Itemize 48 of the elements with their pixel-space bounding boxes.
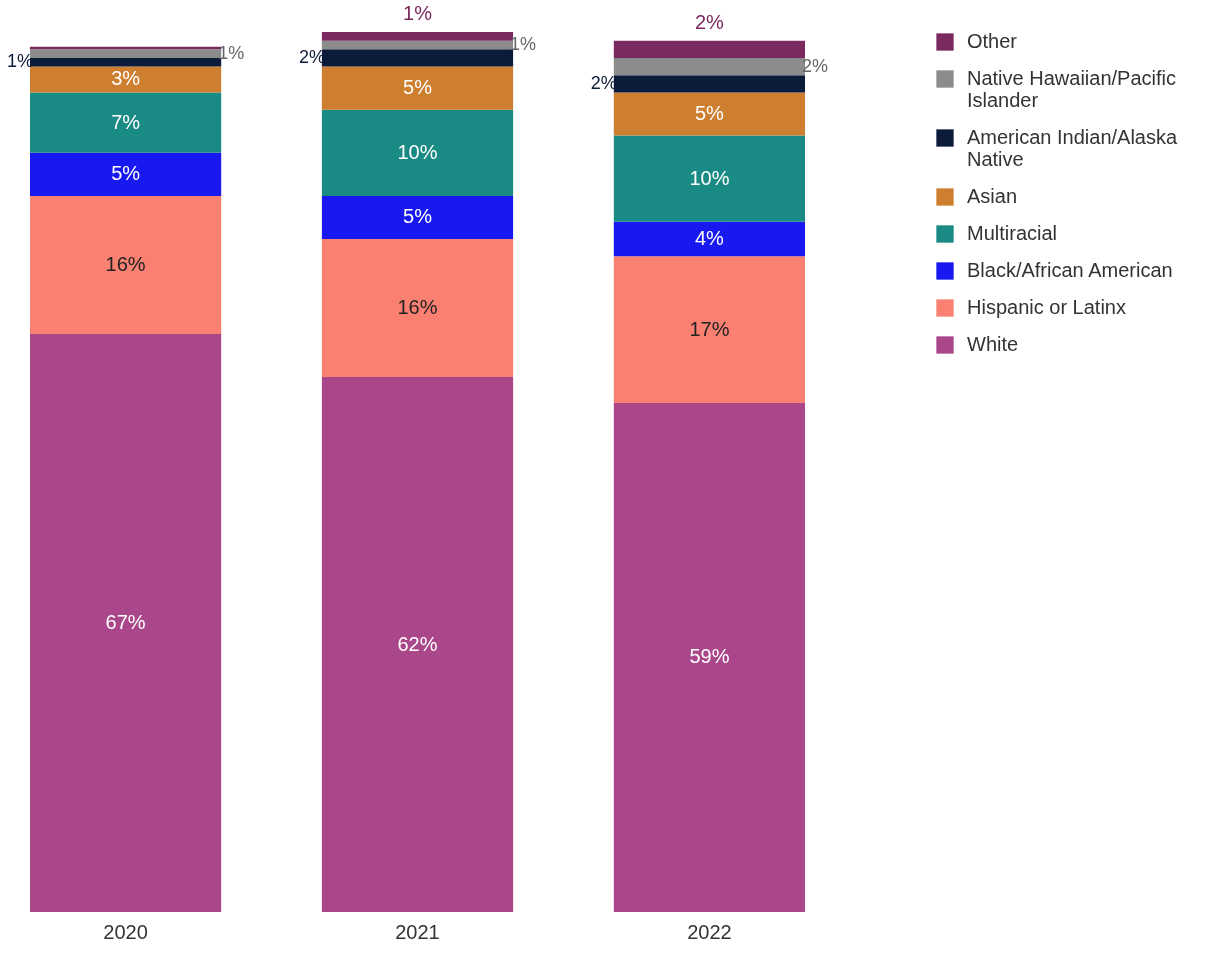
data-label: 16%: [105, 252, 146, 275]
x-tick-label: 2021: [395, 920, 440, 943]
data-label: 5%: [403, 205, 433, 228]
data-label: 16%: [397, 296, 438, 319]
bar: [613, 221, 805, 257]
x-tick-label: 2020: [103, 920, 148, 943]
data-label: 10%: [397, 140, 438, 163]
legend-label: Other: [967, 30, 1018, 52]
legend-label: Hispanic or Latinx: [967, 296, 1126, 318]
data-label: 2%: [694, 10, 725, 33]
bar: [613, 40, 805, 58]
bar: [613, 402, 805, 912]
data-label: 5%: [694, 101, 725, 124]
data-label: 17%: [689, 317, 730, 340]
bar: [613, 57, 805, 76]
legend-label: American Indian/Alaska Native: [967, 126, 1178, 170]
bar: [613, 75, 805, 93]
data-label: 59%: [689, 645, 730, 668]
bar: [321, 377, 514, 912]
data-label: 62%: [397, 632, 438, 655]
bar: [30, 92, 222, 153]
legend-label: Asian: [967, 185, 1018, 207]
bar: [30, 333, 222, 912]
bar: [613, 256, 805, 403]
data-label: 5%: [403, 76, 433, 99]
data-label: 10%: [689, 166, 730, 189]
data-label: 1%: [403, 2, 433, 24]
data-label: 5%: [111, 162, 141, 185]
legend-label: White: [967, 333, 1019, 355]
bar: [30, 66, 222, 93]
legend-label: Multiracial: [967, 222, 1058, 244]
legend-label: Black/African American: [967, 259, 1173, 281]
bar: [30, 152, 222, 196]
bar: [321, 195, 514, 240]
bar: [321, 109, 514, 196]
data-label: 67%: [105, 610, 146, 633]
data-label: 3%: [111, 67, 141, 90]
legend-label: Native Hawaiian/Pacific Islander: [967, 67, 1176, 111]
bar: [321, 66, 514, 110]
bar: [613, 135, 805, 222]
bar: [613, 92, 805, 136]
data-label: 4%: [694, 227, 725, 250]
bar: [30, 195, 222, 334]
bar: [30, 57, 222, 67]
data-label: 7%: [111, 110, 141, 133]
bar: [321, 239, 514, 378]
bar: [321, 49, 514, 67]
x-tick-label: 2022: [687, 920, 732, 943]
